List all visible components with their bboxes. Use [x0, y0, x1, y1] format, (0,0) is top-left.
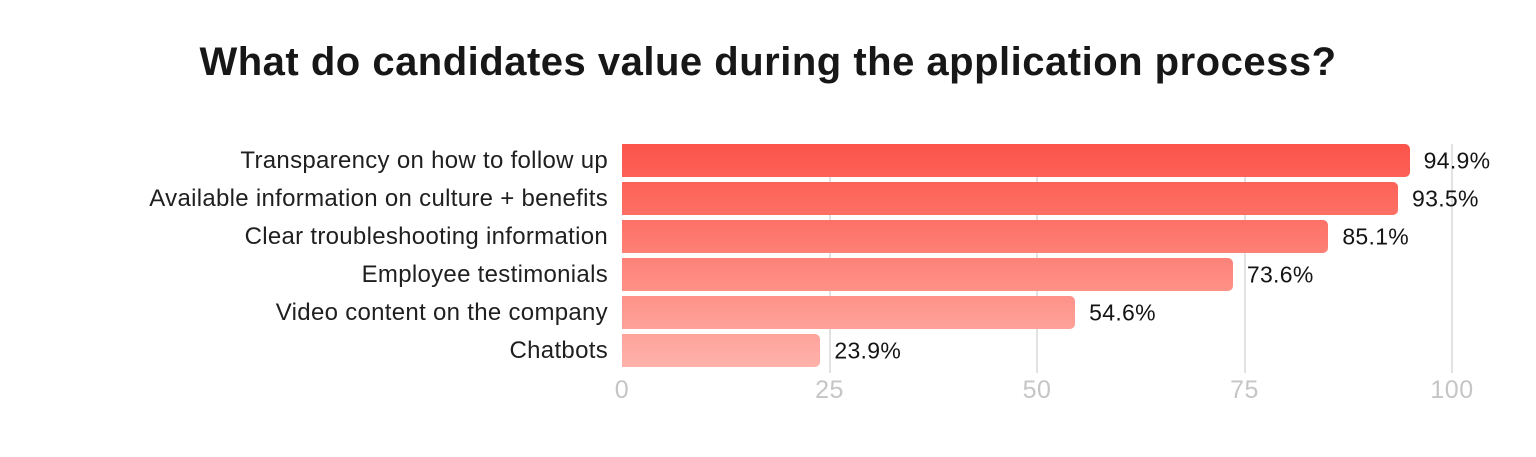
category-label: Available information on culture + benef…: [149, 184, 608, 212]
gridline-100: [1451, 144, 1453, 373]
value-label: 54.6%: [1089, 299, 1156, 325]
bar-row: Employee testimonials 73.6%: [0, 258, 1536, 291]
bar: [622, 144, 1410, 177]
value-label: 93.5%: [1412, 185, 1479, 211]
bar-row: Transparency on how to follow up 94.9%: [0, 144, 1536, 177]
value-label: 23.9%: [834, 337, 902, 363]
bar: [622, 296, 1076, 329]
x-tick-label: 0: [614, 376, 630, 404]
bar-track: 93.5%: [622, 182, 1478, 215]
bar-row: Available information on culture + benef…: [0, 182, 1536, 215]
x-tick-label: 25: [815, 376, 844, 404]
bar-track: 23.9%: [622, 334, 1452, 367]
bar: [622, 220, 1329, 253]
category-label: Video content on the company: [275, 298, 608, 326]
bar-track: 94.9%: [622, 144, 1490, 177]
bar-rows: Transparency on how to follow up 94.9% Ava…: [0, 144, 1536, 372]
bar-row: Chatbots 23.9%: [0, 334, 1536, 367]
bar-row: Video content on the company 54.6%: [0, 296, 1536, 329]
bar-row: Clear troubleshooting information 85.1%: [0, 220, 1536, 253]
x-tick-label: 100: [1430, 376, 1474, 404]
value-label: 85.1%: [1342, 223, 1410, 249]
bar-track: 54.6%: [622, 296, 1452, 329]
category-label: Chatbots: [509, 336, 608, 364]
value-label: 73.6%: [1246, 261, 1314, 287]
value-label: 94.9%: [1423, 147, 1491, 173]
x-tick-label: 50: [1022, 376, 1052, 404]
bar: [622, 258, 1233, 291]
category-label: Employee testimonials: [361, 260, 608, 288]
bar-track: 73.6%: [622, 258, 1452, 291]
chart-title: What do candidates value during the appl…: [199, 40, 1337, 84]
bar: [622, 334, 821, 367]
x-axis: 0 25 50 75 100: [615, 376, 1473, 406]
category-label: Clear troubleshooting information: [244, 222, 608, 250]
bar: [622, 182, 1399, 215]
category-label: Transparency on how to follow up: [240, 146, 608, 174]
x-tick-label: 75: [1230, 376, 1259, 404]
gridline-75: [1243, 144, 1246, 373]
bar-track: 85.1%: [622, 220, 1452, 253]
